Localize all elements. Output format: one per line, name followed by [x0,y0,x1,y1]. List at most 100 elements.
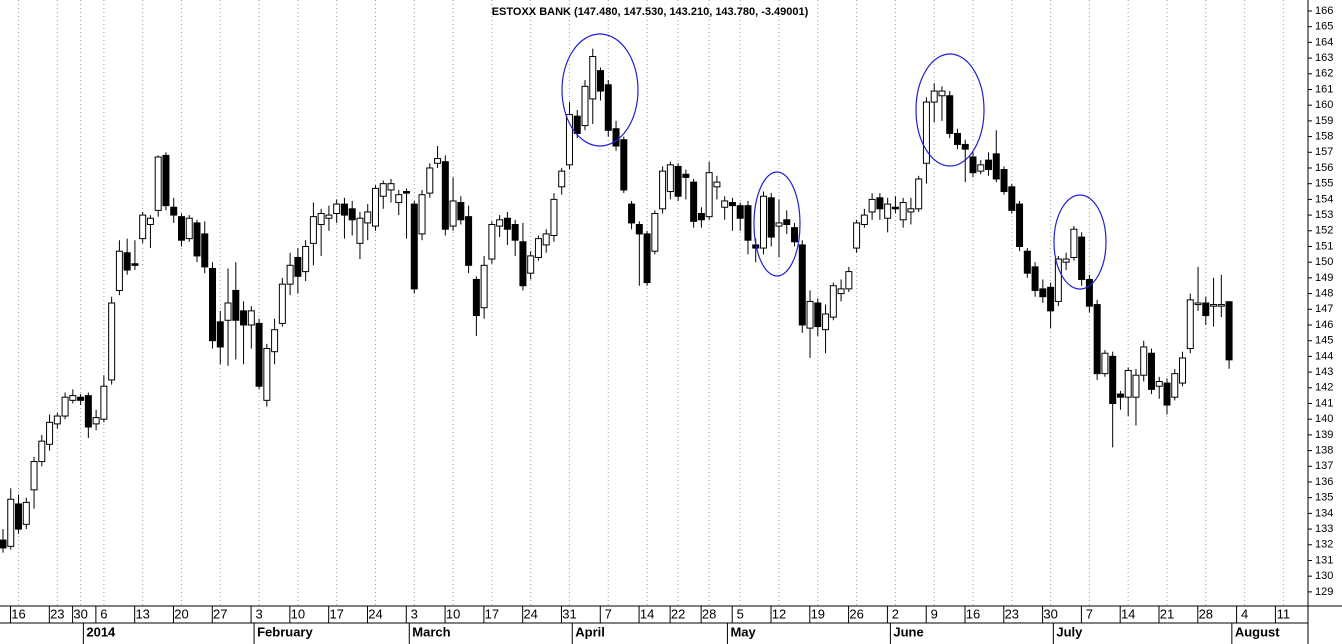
y-tick-label: 162 [1315,68,1333,80]
candle-body [15,503,23,530]
candle-body [1217,304,1225,307]
y-tick-label: 165 [1315,21,1333,33]
candle-body [542,233,550,246]
y-tick-label: 139 [1315,429,1333,441]
candle-body [100,385,108,420]
candle-body [255,322,263,387]
y-tick-label: 153 [1315,209,1333,221]
y-tick-label: 136 [1315,476,1333,488]
candle-body [216,321,224,348]
candle-body [1047,286,1055,312]
candle-body [1085,278,1093,307]
candle-body [674,165,682,197]
x-tick-label: 17 [329,606,343,621]
candles [0,48,1233,553]
candle-body [837,288,845,295]
x-tick-label: 21 [1160,606,1174,621]
candle-body [643,233,651,284]
candle-body [783,219,791,226]
x-tick-label: 16 [11,606,25,621]
y-tick-label: 149 [1315,272,1333,284]
candle-body [61,396,69,417]
candle-body [309,216,317,244]
candle-body [697,213,705,221]
candle-body [930,90,938,103]
candle-body [465,216,473,266]
y-tick-label: 131 [1315,554,1333,566]
candle-body [77,396,85,401]
x-tick-label: 9 [931,606,938,621]
candle-body [418,194,426,235]
candle-body [286,264,294,285]
candle-body [1194,302,1202,306]
candle-body [403,191,411,194]
candle-body [410,203,418,290]
candle-body [1186,299,1194,350]
candle-body [271,329,279,353]
candle-body [597,70,605,92]
candle-body [1078,236,1086,280]
x-tick-label: 17 [485,606,499,621]
y-tick-label: 157 [1315,146,1333,158]
y-tick-label: 140 [1315,413,1333,425]
candle-body [620,139,628,191]
x-tick-label: 3 [411,606,418,621]
y-tick-label: 143 [1315,366,1333,378]
candle-body [527,255,535,274]
candle-body [1016,203,1024,247]
candle-body [1101,352,1109,375]
x-tick-label: 24 [368,606,382,621]
candle-body [0,539,7,549]
x-tick-label: 2 [892,606,899,621]
candle-body [123,252,131,271]
month-label: March [412,624,450,639]
candle-body [472,278,480,317]
candle-body [938,90,946,97]
y-tick-label: 163 [1315,52,1333,64]
candle-body [534,238,542,258]
candle-body [791,227,799,243]
candle-body [814,302,822,328]
candle-body [1116,393,1124,398]
candle-body [434,158,442,164]
y-tick-label: 148 [1315,287,1333,299]
y-tick-label: 129 [1315,586,1333,598]
candle-body [690,181,698,222]
candle-body [84,395,92,428]
candle-body [356,217,364,244]
y-tick-label: 130 [1315,570,1333,582]
candle-body [162,154,170,207]
y-tick-label: 141 [1315,397,1333,409]
x-tick-label: 26 [849,606,863,621]
x-tick-label: 10 [446,606,460,621]
candle-body [899,202,907,221]
candle-body [379,183,387,197]
highlight-ellipse [561,33,639,147]
y-tick-label: 146 [1315,319,1333,331]
x-tick-label: 31 [562,606,576,621]
candle-body [558,170,566,188]
candle-body [628,203,636,224]
candle-body [891,206,899,210]
candle-body [46,421,54,445]
candle-body [651,213,659,252]
candle-body [185,217,193,240]
candle-body [503,217,511,230]
candle-body [604,84,612,131]
x-tick-label: 4 [1241,606,1248,621]
candle-body [1093,304,1101,375]
month-label: July [1056,624,1083,639]
y-tick-label: 144 [1315,350,1333,362]
y-tick-label: 135 [1315,492,1333,504]
x-tick-label: 23 [50,606,64,621]
candle-body [333,203,341,215]
candle-body [22,501,30,525]
candle-body [985,159,993,171]
candle-body [7,498,15,547]
candle-body [922,101,930,164]
x-tick-label: 3 [255,606,262,621]
candle-body [977,164,985,172]
candle-body [496,219,504,227]
